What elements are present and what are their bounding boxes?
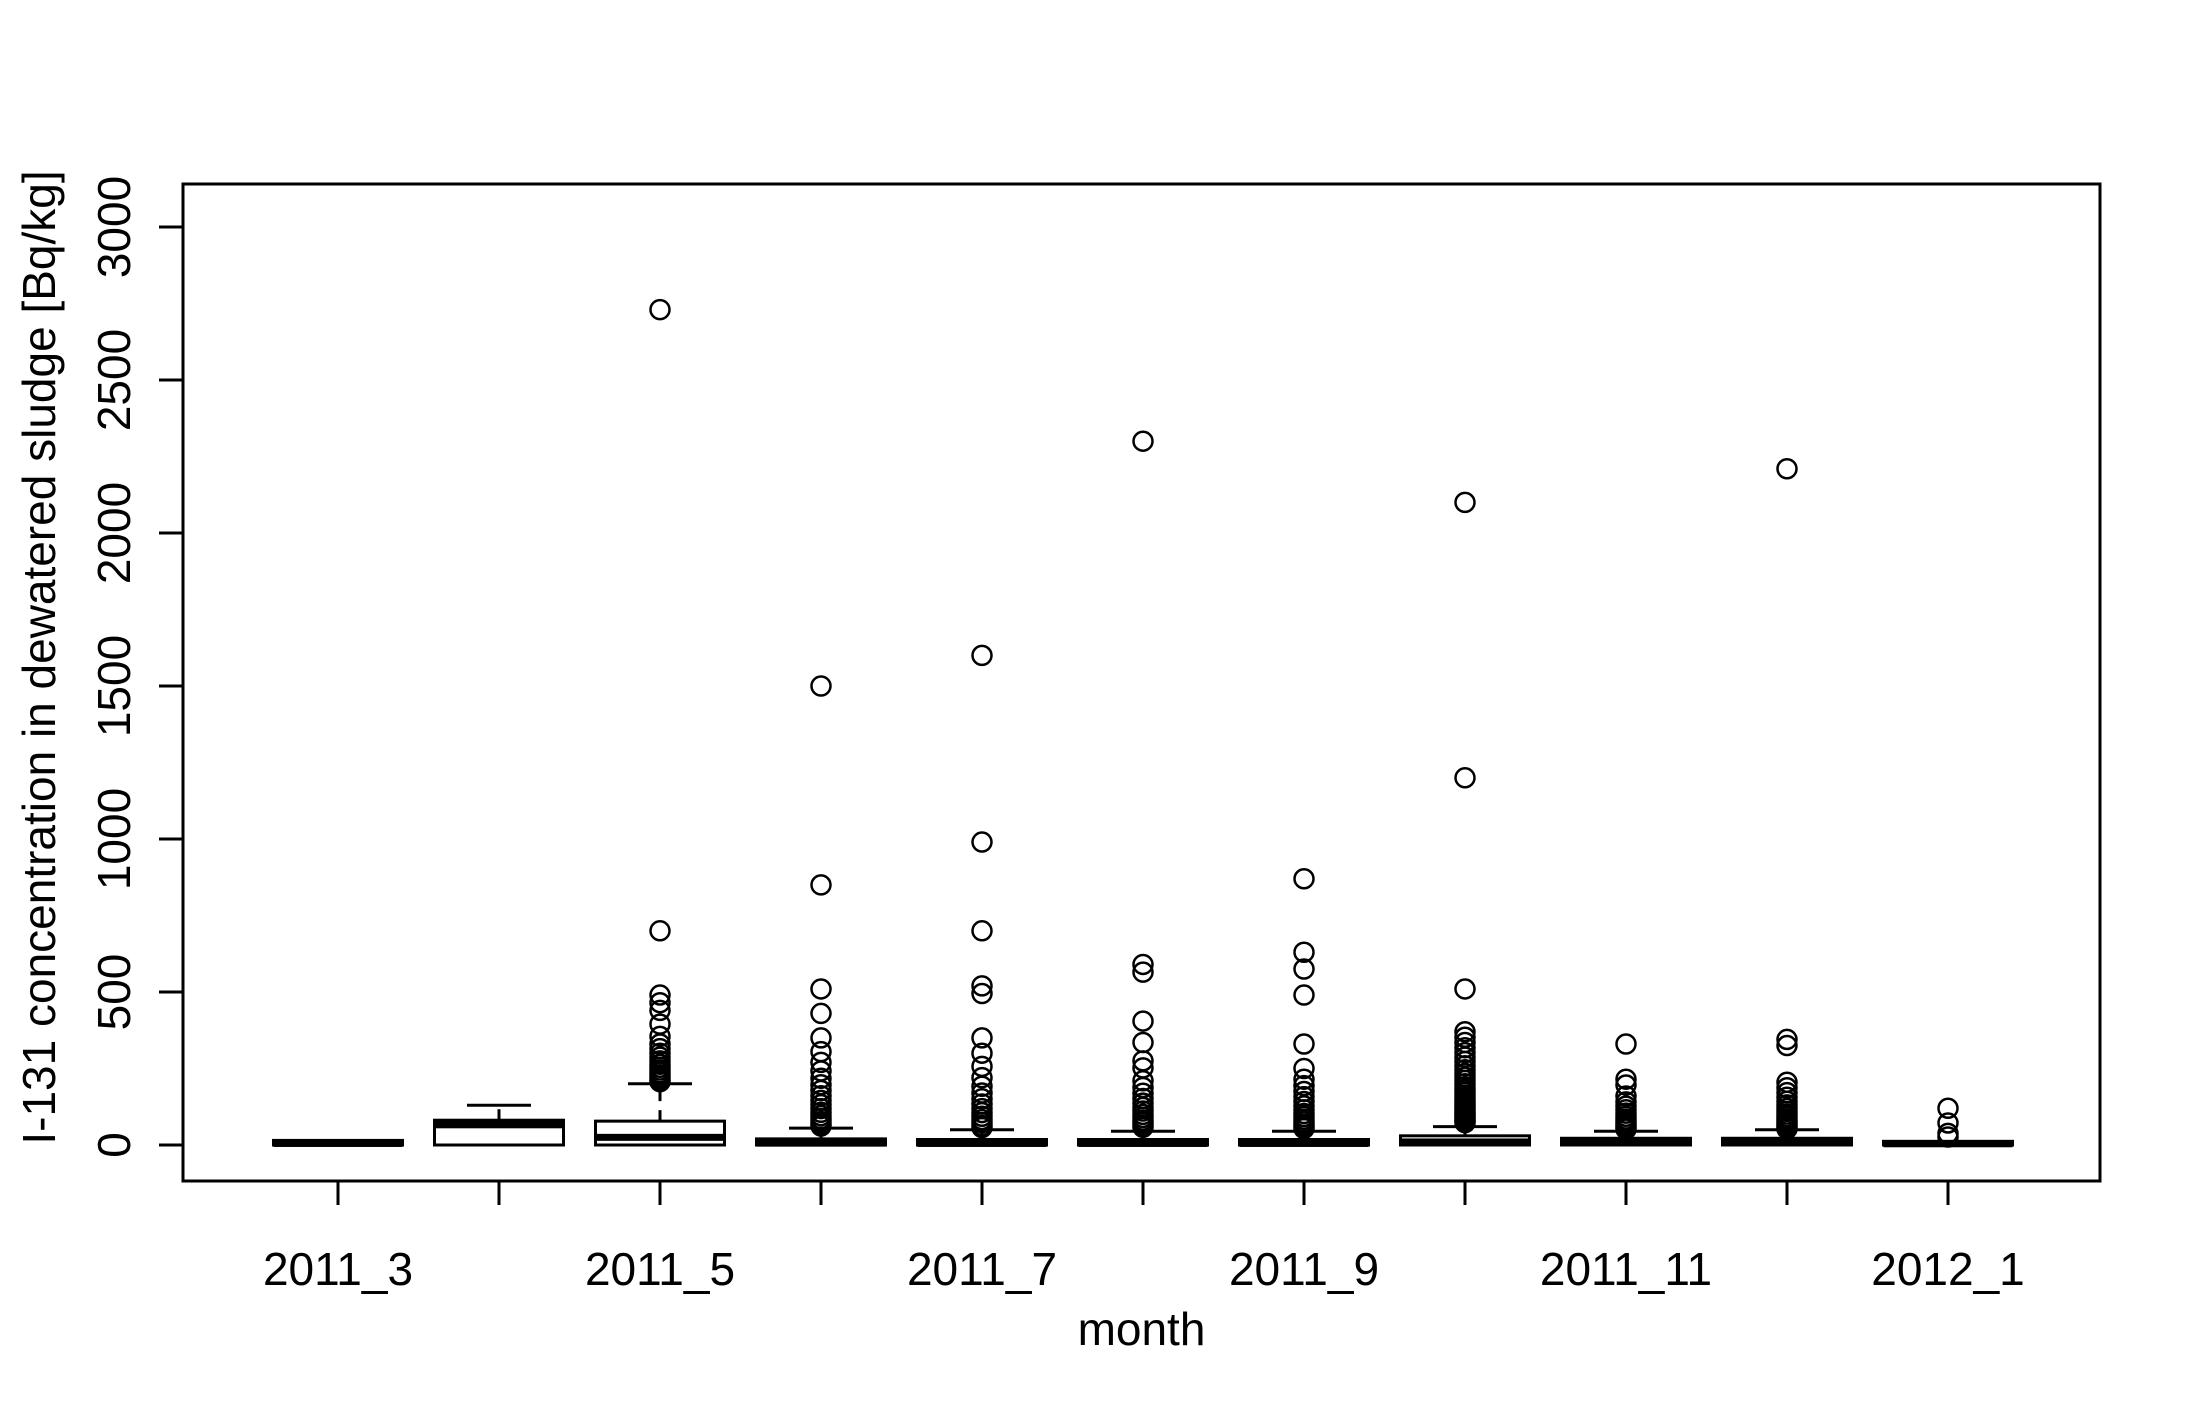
boxplot-2011_6 [755,675,887,1147]
outlier-point [1132,961,1154,983]
y-tick-label: 3000 [88,176,140,278]
outlier-point [971,1075,993,1097]
boxplot-2011_3 [272,1138,404,1147]
boxplot-2011_4 [433,1103,565,1147]
outlier-point [971,982,993,1005]
y-tick-label: 1500 [88,635,140,737]
median-line [1722,1139,1852,1147]
median-line [1239,1139,1369,1147]
median-line [434,1121,564,1129]
outlier-point [1293,941,1315,963]
median-line [595,1133,725,1141]
outlier-point [1132,1010,1154,1032]
outlier-point [649,1070,671,1093]
outlier-point [1937,1126,1959,1148]
boxplot-2011_12 [1721,457,1853,1147]
x-tick-label: 2011_9 [1229,1243,1379,1295]
outlier-point [1454,491,1476,514]
outlier-point [1615,1074,1637,1096]
outlier-point [1454,1021,1476,1043]
outlier-point [649,999,671,1022]
outlier-point [649,298,671,321]
outlier-point [1293,868,1315,890]
outlier-point [1132,953,1154,976]
outlier-point [1937,1112,1959,1134]
outlier-point [1293,984,1315,1006]
outlier-point [971,1027,993,1049]
boxplot-2011_11 [1560,1033,1692,1147]
boxplot-2011_5 [594,298,726,1147]
outlier-point [810,1051,832,1074]
y-tick-label: 0 [88,1132,140,1158]
outlier-point [1132,1082,1154,1105]
boxplot-2011_9 [1238,868,1370,1147]
outlier-point [971,975,993,997]
median-line [1400,1138,1530,1146]
outlier-point [1293,1068,1315,1090]
outlier-point [1132,1069,1154,1092]
x-tick-label: 2011_5 [585,1243,735,1295]
outlier-point [810,1002,832,1025]
outlier-point [810,675,832,697]
outlier-point [971,644,993,667]
y-tick-label: 2500 [88,329,140,431]
outlier-point [1132,1031,1154,1054]
y-tick-label: 1000 [88,788,140,890]
x-tick-label: 2011_11 [1540,1243,1712,1295]
outlier-point [1937,1097,1959,1120]
outlier-point [1776,1034,1798,1057]
outlier-point [649,920,671,942]
outlier-point [810,874,832,896]
outlier-point [649,1025,671,1048]
iqr-box [594,1119,726,1147]
outlier-point [1454,767,1476,789]
boxplot-2012_1 [1882,1097,2014,1148]
x-tick-label: 2011_3 [263,1243,413,1295]
median-line [917,1139,1047,1147]
y-axis-title: I-131 concentration in dewatered sludge … [13,170,65,1144]
outlier-point [1293,1057,1315,1080]
outlier-point [971,920,993,942]
median-line [1078,1139,1208,1147]
outlier-point [810,978,832,1000]
outlier-point [1293,958,1315,980]
boxplot-2011_7 [916,644,1048,1147]
outlier-point [649,991,671,1014]
x-axis-title: month [1078,1303,1206,1355]
outlier-point [1132,430,1154,452]
outlier-point [971,1116,993,1139]
outlier-point [649,984,671,1006]
outlier-point [1454,978,1476,1000]
outlier-point [1776,1118,1798,1140]
outlier-point [971,1066,993,1089]
x-tick-label: 2011_7 [907,1243,1057,1295]
outlier-point [1293,1033,1315,1055]
outlier-point [1776,457,1798,480]
median-line [756,1139,886,1147]
outlier-point [810,1115,832,1137]
outlier-point [810,1027,832,1049]
outlier-point [971,1055,993,1078]
outlier-point [1615,1033,1637,1055]
outlier-point [1615,1068,1637,1090]
x-tick-label: 2012_1 [1871,1243,2025,1295]
median-line [1561,1139,1691,1147]
outlier-point [810,1067,832,1090]
outlier-point [971,1088,993,1110]
y-tick-label: 500 [88,954,140,1031]
outlier-point [1454,1111,1476,1134]
outlier-point [971,831,993,853]
outlier-point [1293,1117,1315,1140]
median-line [273,1139,403,1147]
outlier-point [971,1042,993,1064]
boxplot-2011_10 [1399,491,1531,1147]
y-tick-label: 2000 [88,482,140,584]
outlier-point [1615,1118,1637,1140]
outlier-point [1132,1116,1154,1139]
boxplot-2011_8 [1077,430,1209,1147]
outlier-point [1776,1028,1798,1051]
